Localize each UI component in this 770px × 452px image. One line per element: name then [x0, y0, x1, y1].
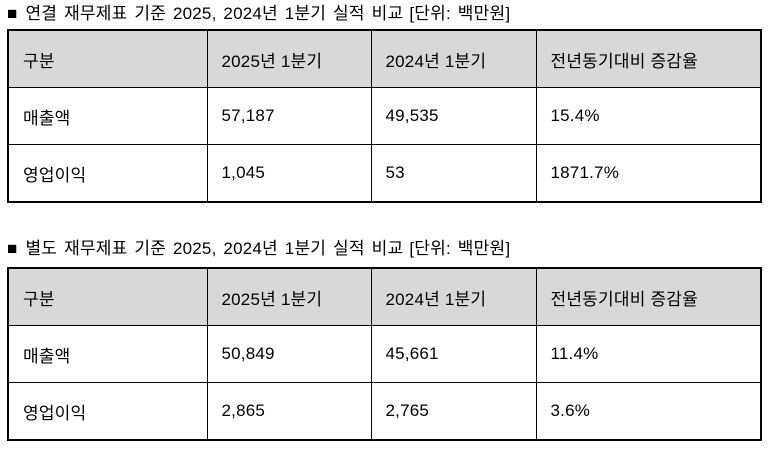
value-2025-q1: 1,045: [206, 144, 372, 203]
unit-label: [단위: 백만원]: [409, 239, 511, 258]
unit-label: [단위: 백만원]: [409, 4, 511, 23]
value-2025-q1: 2,865: [206, 382, 372, 441]
col-header-2025-q1: 2025년 1분기: [206, 267, 372, 326]
separate-section-title: ■ 별도 재무제표 기준 2025, 2024년 1분기 실적 비교 [단위: …: [7, 237, 510, 261]
col-header-2024-q1: 2024년 1분기: [370, 267, 537, 326]
value-2025-q1: 50,849: [206, 325, 372, 383]
value-yoy-change: 1871.7%: [535, 144, 762, 203]
value-2024-q1: 45,661: [370, 325, 537, 383]
value-2025-q1: 57,187: [206, 87, 372, 145]
operating-profit-row: 영업이익 2,865 2,765 3.6%: [7, 382, 762, 441]
consolidated-results-table: 구분 2025년 1분기 2024년 1분기 전년동기대비 증감율 매출액 57…: [7, 29, 762, 203]
value-yoy-change: 3.6%: [535, 382, 762, 441]
section-title-text: 연결 재무제표 기준 2025, 2024년 1분기 실적 비교: [25, 4, 404, 23]
row-label: 매출액: [7, 87, 208, 145]
row-label: 매출액: [7, 325, 208, 383]
section-title-text: 별도 재무제표 기준 2025, 2024년 1분기 실적 비교: [25, 239, 404, 258]
consolidated-section-title: ■ 연결 재무제표 기준 2025, 2024년 1분기 실적 비교 [단위: …: [7, 2, 510, 26]
value-2024-q1: 49,535: [370, 87, 537, 145]
header-row: 구분 2025년 1분기 2024년 1분기 전년동기대비 증감율: [7, 267, 762, 326]
square-bullet-icon: ■: [7, 4, 18, 23]
revenue-row: 매출액 57,187 49,535 15.4%: [7, 87, 762, 145]
value-yoy-change: 11.4%: [535, 325, 762, 383]
value-yoy-change: 15.4%: [535, 87, 762, 145]
separate-results-table: 구분 2025년 1분기 2024년 1분기 전년동기대비 증감율 매출액 50…: [7, 267, 762, 441]
col-header-yoy-change: 전년동기대비 증감율: [535, 29, 762, 88]
col-header-category: 구분: [7, 29, 208, 88]
revenue-row: 매출액 50,849 45,661 11.4%: [7, 325, 762, 383]
col-header-yoy-change: 전년동기대비 증감율: [535, 267, 762, 326]
row-label: 영업이익: [7, 382, 208, 441]
header-row: 구분 2025년 1분기 2024년 1분기 전년동기대비 증감율: [7, 29, 762, 88]
row-label: 영업이익: [7, 144, 208, 203]
square-bullet-icon: ■: [7, 239, 18, 258]
col-header-category: 구분: [7, 267, 208, 326]
value-2024-q1: 2,765: [370, 382, 537, 441]
operating-profit-row: 영업이익 1,045 53 1871.7%: [7, 144, 762, 203]
value-2024-q1: 53: [370, 144, 537, 203]
col-header-2024-q1: 2024년 1분기: [370, 29, 537, 88]
col-header-2025-q1: 2025년 1분기: [206, 29, 372, 88]
